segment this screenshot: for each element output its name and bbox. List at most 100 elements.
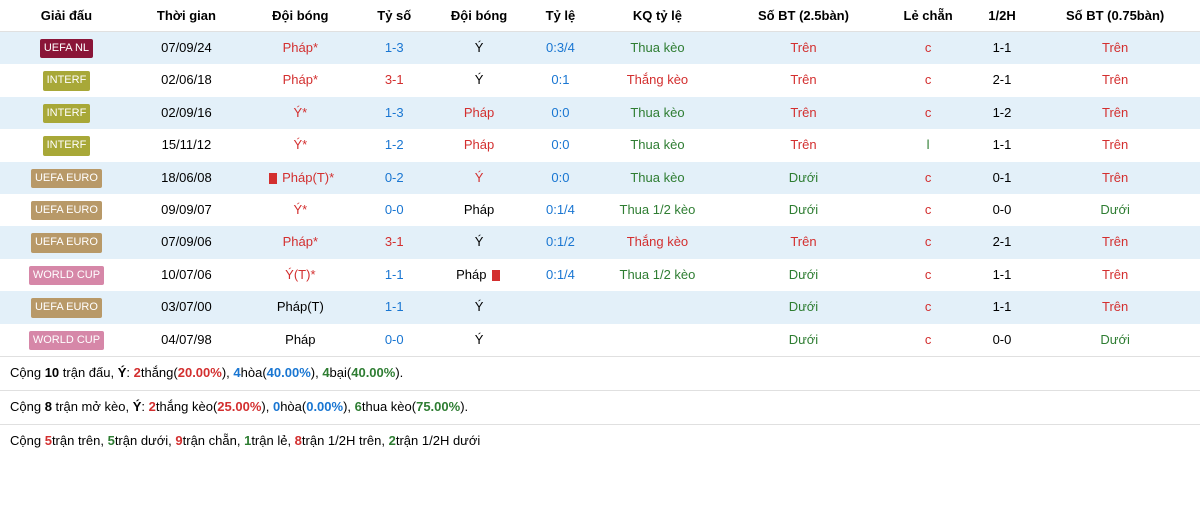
summary-segment: hòa(: [241, 365, 267, 380]
summary-segment: 4: [322, 365, 329, 380]
cell-oddeven: c: [882, 324, 973, 356]
cell-home-team: Pháp*: [240, 32, 361, 65]
summary-segment: :: [141, 399, 148, 414]
team-name: Pháp: [464, 137, 494, 152]
cell-score: 1-3: [361, 32, 428, 65]
cell-competition: INTERF: [0, 97, 133, 129]
cell-date: 07/09/24: [133, 32, 240, 65]
cell-result: Thua 1/2 kèo: [590, 194, 724, 226]
summary-segment: 2: [134, 365, 141, 380]
cell-ratio: 0:1/2: [530, 226, 590, 258]
cell-oddeven: c: [882, 291, 973, 323]
cell-bt075: Trên: [1030, 259, 1200, 291]
table-row: UEFA NL07/09/24Pháp*1-3Ý0:3/4Thua kèoTrê…: [0, 32, 1200, 65]
competition-badge: WORLD CUP: [29, 266, 104, 285]
col-header: Lẻ chẵn: [882, 0, 973, 32]
summary-segment: thắng kèo(: [156, 399, 217, 414]
cell-home-team: Pháp(T): [240, 291, 361, 323]
cell-score: 1-2: [361, 129, 428, 161]
cell-oddeven: c: [882, 64, 973, 96]
cell-bt075: Trên: [1030, 226, 1200, 258]
cell-bt25: Trên: [724, 129, 882, 161]
summary-segment: 5: [45, 433, 52, 448]
cell-competition: UEFA EURO: [0, 194, 133, 226]
summary-segment: Cộng: [10, 399, 45, 414]
cell-bt075: Trên: [1030, 129, 1200, 161]
cell-oddeven: c: [882, 194, 973, 226]
cell-bt25: Dưới: [724, 259, 882, 291]
summary-segment: Cộng: [10, 365, 45, 380]
cell-score: 1-1: [361, 291, 428, 323]
cell-bt25: Dưới: [724, 324, 882, 356]
team-name: Pháp: [285, 332, 315, 347]
cell-result: [590, 324, 724, 356]
star-marker: *: [310, 267, 315, 282]
red-card-icon: [492, 270, 500, 281]
cell-half: 1-1: [974, 32, 1031, 65]
cell-bt075: Dưới: [1030, 194, 1200, 226]
team-name: Pháp: [464, 105, 494, 120]
summary-segment: :: [126, 365, 133, 380]
cell-oddeven: c: [882, 162, 973, 194]
team-name: Ý: [475, 332, 484, 347]
team-name: Pháp: [283, 72, 313, 87]
cell-oddeven: l: [882, 129, 973, 161]
cell-date: 10/07/06: [133, 259, 240, 291]
cell-competition: UEFA EURO: [0, 162, 133, 194]
cell-home-team: Pháp*: [240, 64, 361, 96]
cell-oddeven: c: [882, 97, 973, 129]
table-header-row: Giải đấuThời gianĐội bóngTỷ sốĐội bóngTỷ…: [0, 0, 1200, 32]
cell-half: 2-1: [974, 64, 1031, 96]
summary-segment: trận mở kèo,: [52, 399, 133, 414]
cell-away-team: Pháp: [428, 259, 531, 291]
summary-segment: trận chẵn,: [183, 433, 244, 448]
cell-result: [590, 291, 724, 323]
cell-ratio: 0:0: [530, 162, 590, 194]
cell-date: 03/07/00: [133, 291, 240, 323]
cell-oddeven: c: [882, 226, 973, 258]
cell-bt075: Dưới: [1030, 324, 1200, 356]
summary-segment: ).: [460, 399, 468, 414]
team-name: Ý: [293, 105, 302, 120]
summary-segment: trận 1/2H dưới: [396, 433, 480, 448]
cell-bt25: Dưới: [724, 291, 882, 323]
table-row: UEFA EURO18/06/08 Pháp(T)*0-2Ý0:0Thua kè…: [0, 162, 1200, 194]
competition-badge: INTERF: [43, 104, 91, 123]
cell-result: Thua kèo: [590, 32, 724, 65]
cell-score: 1-3: [361, 97, 428, 129]
summary-segment: ),: [343, 399, 355, 414]
team-name: Pháp(T): [282, 170, 329, 185]
team-name: Pháp: [283, 40, 313, 55]
competition-badge: INTERF: [43, 71, 91, 90]
cell-competition: WORLD CUP: [0, 324, 133, 356]
cell-ratio: 0:3/4: [530, 32, 590, 65]
table-body: UEFA NL07/09/24Pháp*1-3Ý0:3/4Thua kèoTrê…: [0, 32, 1200, 356]
red-card-icon: [269, 173, 277, 184]
cell-half: 1-1: [974, 129, 1031, 161]
summary-segment: trận dưới,: [115, 433, 176, 448]
cell-half: 1-1: [974, 291, 1031, 323]
cell-away-team: Ý: [428, 226, 531, 258]
cell-result: Thua kèo: [590, 162, 724, 194]
col-header: Giải đấu: [0, 0, 133, 32]
table-row: UEFA EURO03/07/00Pháp(T)1-1ÝDướic1-1Trên: [0, 291, 1200, 323]
col-header: 1/2H: [974, 0, 1031, 32]
summary-segment: 10: [45, 365, 59, 380]
star-marker: *: [313, 40, 318, 55]
cell-date: 09/09/07: [133, 194, 240, 226]
col-header: Số BT (2.5bàn): [724, 0, 882, 32]
summary-segment: 20.00%: [178, 365, 222, 380]
col-header: Đội bóng: [428, 0, 531, 32]
cell-oddeven: c: [882, 32, 973, 65]
team-name: Ý: [293, 202, 302, 217]
star-marker: *: [329, 170, 334, 185]
cell-score: 0-0: [361, 194, 428, 226]
cell-date: 07/09/06: [133, 226, 240, 258]
team-name: Pháp(T): [277, 299, 324, 314]
cell-away-team: Ý: [428, 64, 531, 96]
cell-half: 1-1: [974, 259, 1031, 291]
table-row: UEFA EURO09/09/07Ý*0-0Pháp0:1/4Thua 1/2 …: [0, 194, 1200, 226]
star-marker: *: [313, 234, 318, 249]
cell-competition: INTERF: [0, 64, 133, 96]
star-marker: *: [313, 72, 318, 87]
